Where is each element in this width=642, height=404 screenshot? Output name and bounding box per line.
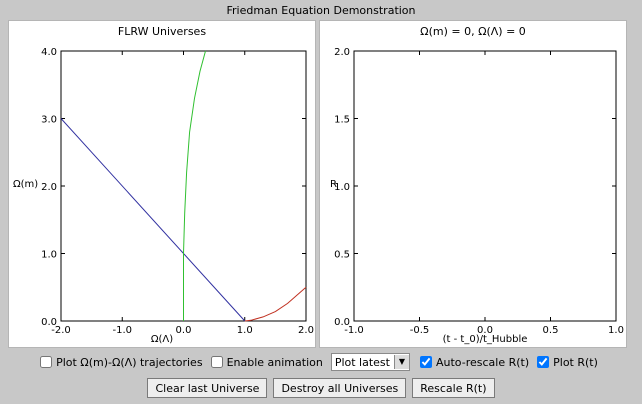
left-series-line-1 <box>60 118 246 322</box>
right-xtick-label: -1.0 <box>344 325 364 336</box>
left-chart-xlabel: Ω(Λ) <box>151 334 173 345</box>
left-ytick-label: 4.0 <box>41 47 57 58</box>
left-chart-axes: -2.0 -1.0 0.0 1.0 2.0 0.0 1.0 2.0 3.0 4.0 <box>41 47 314 336</box>
auto-rescale-label: Auto-rescale R(t) <box>435 355 530 369</box>
plot-mode-value: Plot latest <box>334 355 390 369</box>
right-plot-frame <box>353 50 617 322</box>
flrw-universes-panel[interactable]: FLRW Universes -2.0 -1.0 0.0 1.0 2.0 0.0 1.0 2.… <box>8 20 316 348</box>
options-bar: Plot Ω(m)-Ω(Λ) trajectories Enable anima… <box>0 352 642 372</box>
right-chart-ylabel: R <box>330 179 337 190</box>
plot-trajectories-label: Plot Ω(m)-Ω(Λ) trajectories <box>56 355 203 369</box>
right-ytick-label: 1.0 <box>334 182 350 193</box>
auto-rescale-checkbox[interactable] <box>419 356 432 368</box>
right-ytick-label: 2.0 <box>334 47 350 58</box>
chevron-down-icon[interactable]: ▼ <box>393 355 409 369</box>
plot-r-option[interactable]: Plot R(t) <box>537 356 598 369</box>
plot-trajectories-option[interactable]: Plot Ω(m)-Ω(Λ) trajectories <box>40 355 203 369</box>
enable-animation-option[interactable]: Enable animation <box>210 355 323 369</box>
right-ytick-label: 0.5 <box>334 250 350 261</box>
enable-animation-label: Enable animation <box>226 355 323 369</box>
right-xtick-label: -0.5 <box>410 325 430 336</box>
left-ytick-label: 1.0 <box>41 250 57 261</box>
left-series-line-2 <box>183 50 206 321</box>
destroy-all-universes-button[interactable]: Destroy all Universes <box>273 378 407 398</box>
scale-factor-panel[interactable]: Ω(m) = 0, Ω(Λ) = 0 -1.0 -0.5 0.0 0.5 1.0 0.0 0… <box>319 20 627 348</box>
left-xtick-label: 1.0 <box>237 325 253 336</box>
left-xtick-label: 2.0 <box>298 325 314 336</box>
plot-trajectories-checkbox[interactable] <box>40 356 53 368</box>
left-xtick-label: -2.0 <box>51 325 71 336</box>
clear-last-universe-button[interactable]: Clear last Universe <box>147 378 268 398</box>
left-xtick-label: -1.0 <box>112 325 132 336</box>
right-xtick-label: 0.0 <box>477 325 493 336</box>
right-chart-xlabel: (t - t_0)/t_Hubble <box>443 334 528 345</box>
left-chart-series <box>60 50 307 322</box>
left-ytick-label: 0.0 <box>41 317 57 328</box>
plot-mode-dropdown[interactable]: Plot latest ▼ <box>330 353 410 371</box>
right-chart-title: Ω(m) = 0, Ω(Λ) = 0 <box>420 25 526 38</box>
left-ytick-label: 2.0 <box>41 182 57 193</box>
left-xtick-label: 0.0 <box>176 325 192 336</box>
left-series-line-3 <box>244 286 307 322</box>
enable-animation-checkbox[interactable] <box>210 356 223 368</box>
right-chart-axes: -1.0 -0.5 0.0 0.5 1.0 0.0 0.5 1.0 1.5 2.0 <box>334 47 624 336</box>
right-xtick-label: 1.0 <box>608 325 624 336</box>
left-chart-ylabel: Ω(m) <box>13 179 38 190</box>
action-buttons: Clear last Universe Destroy all Universe… <box>0 377 642 399</box>
auto-rescale-option[interactable]: Auto-rescale R(t) <box>419 355 530 369</box>
left-ytick-label: 3.0 <box>41 115 57 126</box>
rescale-r-button[interactable]: Rescale R(t) <box>412 378 495 398</box>
plot-r-checkbox[interactable] <box>537 356 550 368</box>
scale-factor-chart[interactable]: Ω(m) = 0, Ω(Λ) = 0 -1.0 -0.5 0.0 0.5 1.0 0.0 0… <box>320 21 626 347</box>
left-chart-title: FLRW Universes <box>118 25 206 38</box>
right-xtick-label: 0.5 <box>543 325 559 336</box>
plot-r-label: Plot R(t) <box>553 355 598 369</box>
window-title: Friedman Equation Demonstration <box>226 4 416 17</box>
flrw-universes-chart[interactable]: FLRW Universes -2.0 -1.0 0.0 1.0 2.0 0.0 1.0 2.… <box>9 21 315 347</box>
right-ytick-label: 0.0 <box>334 317 350 328</box>
right-ytick-label: 1.5 <box>334 115 350 126</box>
